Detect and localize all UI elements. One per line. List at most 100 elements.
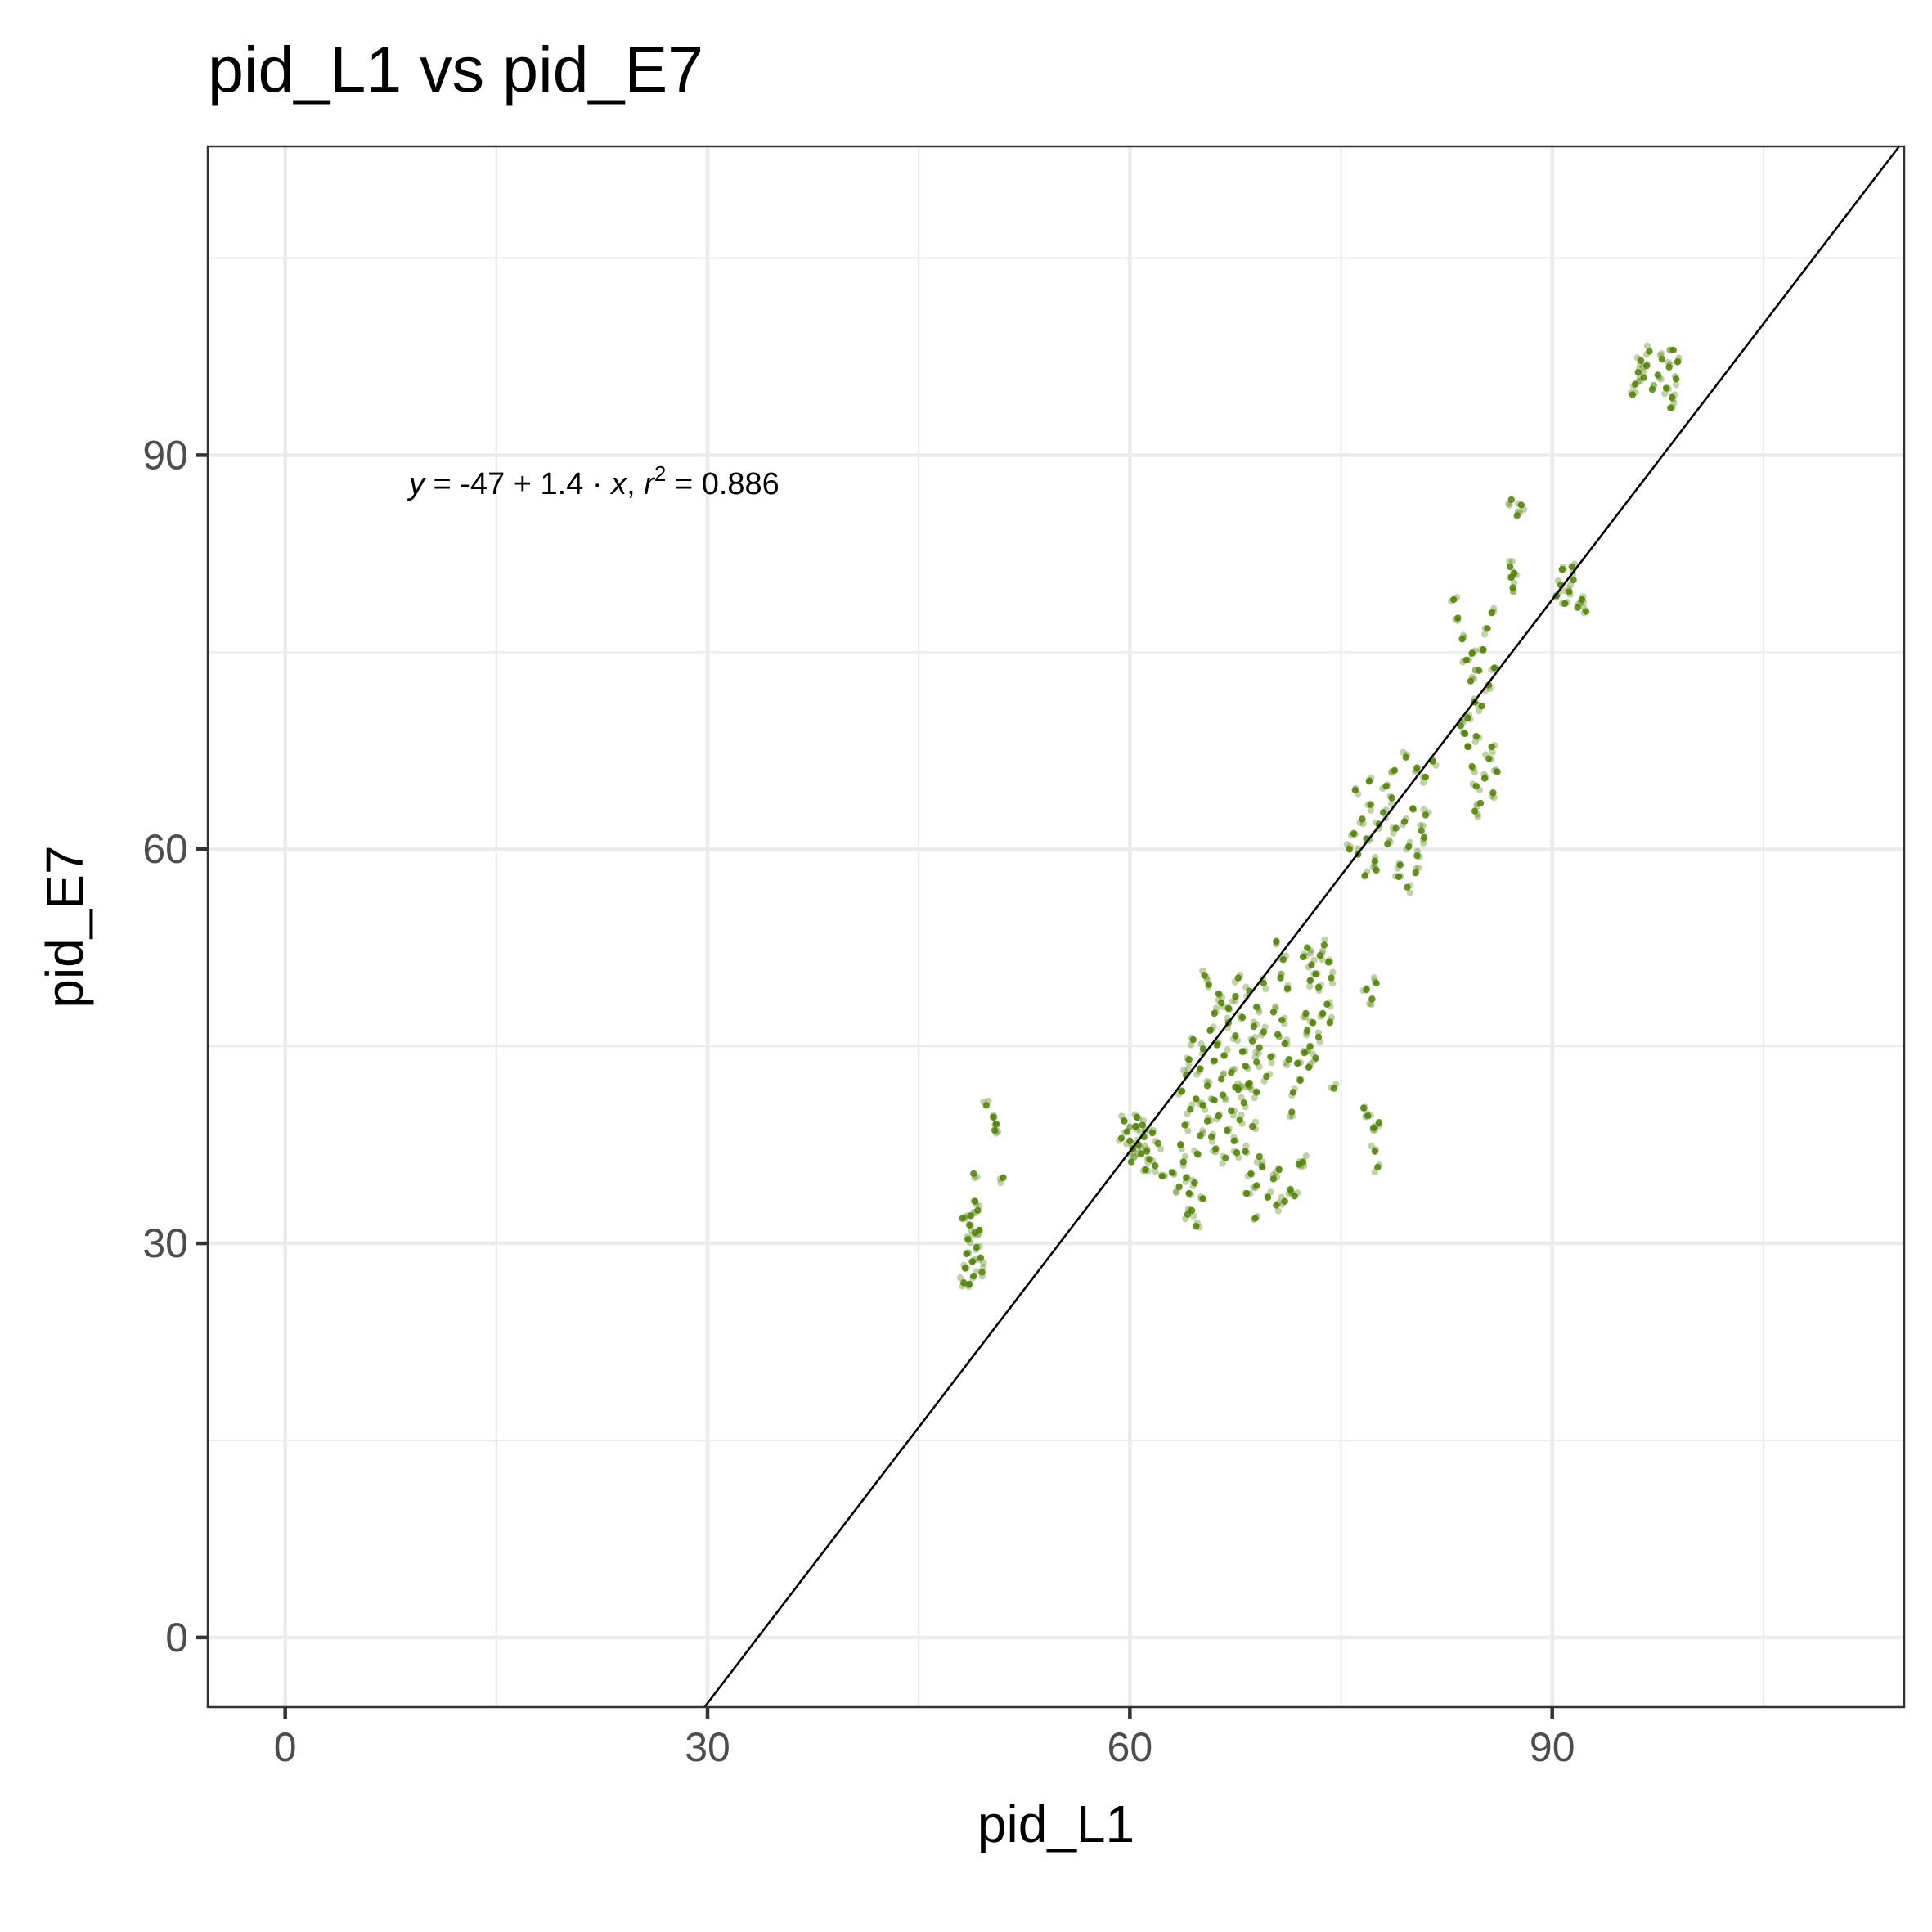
data-point [1148,1129,1157,1137]
x-tick-label: 30 [685,1724,730,1770]
data-point [1420,779,1427,786]
data-point [1305,1063,1313,1072]
data-point [1215,996,1222,1004]
data-point [1135,1114,1143,1122]
chart-title: pid_L1 vs pid_E7 [208,33,703,106]
data-point [1253,1089,1260,1096]
data-point [1294,1059,1302,1067]
data-point [1238,1013,1247,1022]
data-point [1213,1116,1220,1123]
data-point [1413,847,1422,855]
data-point [1175,1183,1183,1191]
data-point [1363,986,1370,994]
data-point [1225,1005,1233,1013]
data-point [1177,1088,1185,1096]
data-point [1472,732,1480,740]
data-point [1324,959,1332,966]
data-point [1134,1150,1143,1158]
data-point [1304,944,1311,951]
data-point [1131,1111,1139,1118]
data-point [1274,1207,1283,1215]
data-point [1648,385,1656,393]
data-point [1668,393,1676,401]
data-point [1312,1054,1319,1062]
data-point [1306,1044,1314,1052]
data-point [1486,685,1494,693]
data-point [1307,950,1314,957]
data-point [1248,1037,1256,1045]
data-point [1379,784,1386,793]
data-point [1419,836,1427,843]
data-point [1251,1126,1260,1133]
data-point [1510,579,1518,586]
data-point [1178,1145,1185,1153]
data-point [1118,1112,1126,1120]
data-point [1480,645,1487,654]
data-point [1187,1041,1195,1049]
data-point [1181,1121,1188,1129]
data-point [1510,568,1517,576]
data-point [1363,984,1371,992]
data-point [1317,1013,1324,1020]
data-point [1382,782,1390,790]
data-point [1199,1102,1207,1109]
data-point [1244,1065,1251,1072]
data-point [1193,1095,1200,1103]
data-point [1488,793,1496,800]
data-point [1367,1112,1374,1119]
data-point [1475,707,1483,715]
data-point [959,1215,966,1222]
data-point [1482,773,1489,781]
data-point [1464,714,1471,721]
data-point [964,1250,973,1257]
data-point [1150,1126,1157,1134]
data-point [1243,1149,1251,1157]
data-point [1368,1000,1375,1009]
data-point [1283,1040,1291,1048]
data-point [1667,404,1674,411]
data-point [1242,1148,1249,1155]
data-point [1277,970,1285,978]
data-point [1234,974,1242,982]
data-point [1482,751,1489,758]
data-point [1215,990,1222,998]
grid [208,146,1904,1707]
data-point [1199,1130,1207,1137]
data-point [1303,1028,1310,1036]
data-point [1666,361,1674,368]
data-point [1328,974,1335,982]
data-point [1267,1188,1274,1196]
data-point [1580,609,1588,617]
data-point [1242,1083,1249,1091]
data-point [1269,1171,1277,1179]
data-point [965,1280,973,1288]
data-point [1326,999,1333,1006]
data-point [1121,1117,1128,1125]
data-point [1238,1120,1246,1127]
regression-line [703,146,1900,1708]
data-point [1489,748,1496,756]
data-point [1269,1052,1277,1059]
data-point [1137,1150,1145,1158]
data-point [1225,1006,1233,1013]
x-tick-label: 0 [274,1724,297,1770]
data-point [1356,819,1364,827]
data-point [1127,1158,1135,1166]
data-point [1139,1117,1148,1125]
data-point [1416,853,1423,860]
data-point [1287,1186,1294,1193]
data-point [963,1264,971,1272]
data-point [976,1226,983,1234]
data-point [1634,369,1642,376]
data-point [964,1281,973,1289]
data-point [1152,1162,1159,1170]
data-point [1281,1040,1288,1048]
data-point [1158,1172,1166,1180]
data-point [1494,768,1501,775]
data-point [980,1098,987,1106]
data-point [1514,508,1522,515]
data-point [1425,809,1432,816]
data-point [976,1256,983,1264]
data-point [969,1274,977,1282]
data-point [973,1268,981,1275]
